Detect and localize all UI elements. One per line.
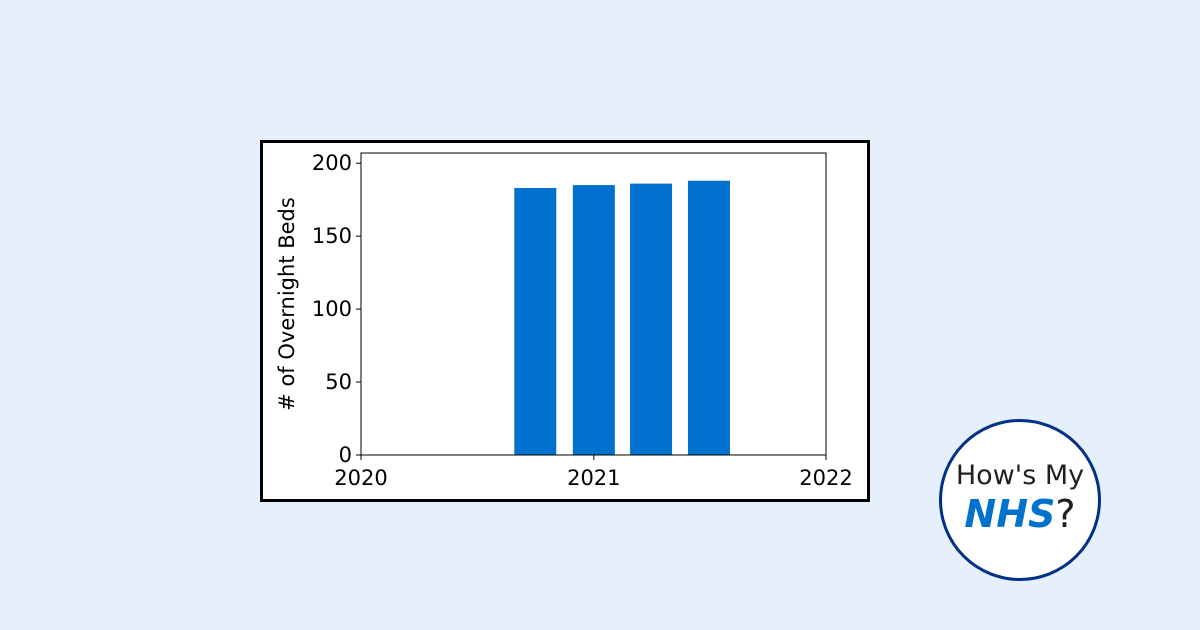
bar-1 <box>514 188 557 455</box>
y-tick-label-2: 100 <box>312 297 352 321</box>
logo-suffix: ? <box>1055 492 1076 536</box>
bar-chart: 0 50 100 150 200 2020 2021 2022 # of Overnight B… <box>275 151 853 490</box>
x-tick-label-2: 2022 <box>799 466 852 490</box>
bar-2 <box>572 185 615 455</box>
logo-brand: NHS <box>964 492 1056 536</box>
y-tick-label-0: 0 <box>339 443 352 467</box>
y-axis-label: # of Overnight Beds <box>275 197 299 411</box>
chart-panel: 0 50 100 150 200 2020 2021 2022 # of Overnight B… <box>260 140 870 502</box>
bar-3 <box>630 183 673 455</box>
y-tick-label-3: 150 <box>312 224 352 248</box>
y-tick-label-4: 200 <box>312 151 352 175</box>
logo-line1: How's My <box>955 460 1085 491</box>
logo-line2: NHS? <box>964 492 1075 536</box>
x-tick-label-1: 2021 <box>567 466 620 490</box>
y-tick-label-1: 50 <box>325 370 352 394</box>
hows-my-nhs-logo: How's My NHS? <box>939 419 1101 581</box>
x-tick-label-0: 2020 <box>334 466 387 490</box>
bar-4 <box>687 180 730 456</box>
